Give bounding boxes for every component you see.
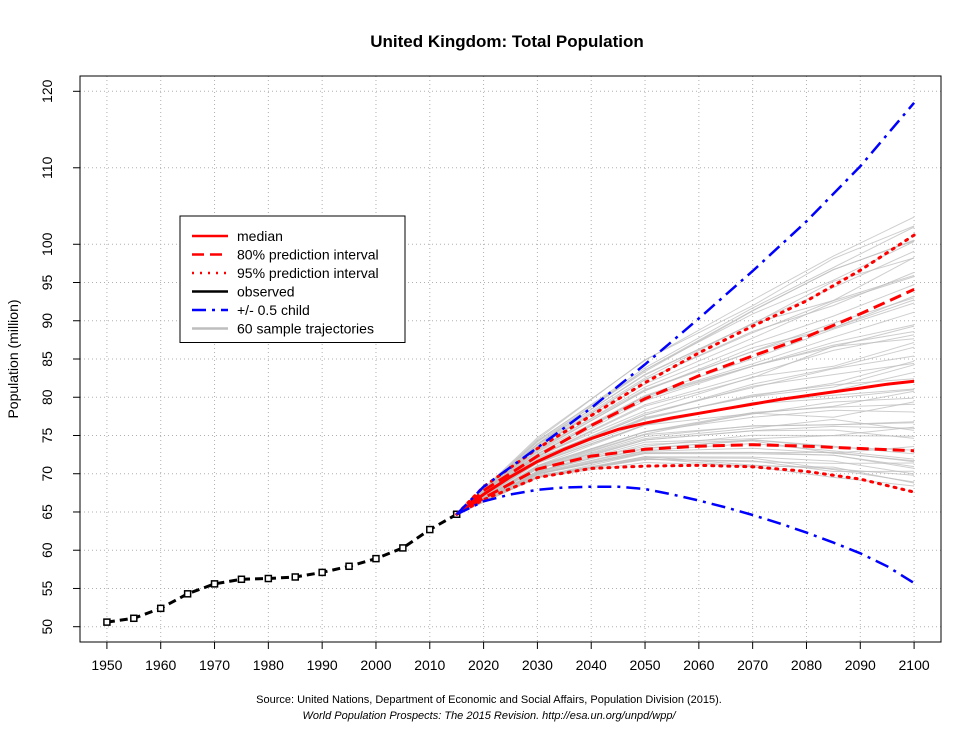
- observed-point: [426, 525, 434, 534]
- series-0-5-child-lower: [456, 485, 915, 585]
- observed-point: [103, 618, 111, 626]
- x-tick-label: 2020: [468, 657, 499, 673]
- sample-trajectory: [456, 364, 915, 515]
- sample-trajectory: [456, 324, 915, 515]
- sample-trajectory: [456, 311, 915, 515]
- observed-point: [345, 562, 353, 571]
- observed-point: [210, 580, 219, 588]
- legend-label-80-prediction-interval: 80% prediction interval: [237, 247, 379, 263]
- y-axis-label: Population (million): [5, 299, 21, 418]
- y-tick-label: 80: [39, 389, 55, 405]
- y-tick-label: 100: [39, 232, 55, 256]
- legend: median 80% prediction interval 95% predict…: [179, 215, 406, 343]
- observed-point: [318, 568, 326, 577]
- sample-trajectory: [456, 338, 915, 515]
- x-tick-label: 2050: [629, 657, 660, 673]
- sample-trajectory: [456, 346, 915, 515]
- sample-trajectory: [456, 390, 915, 515]
- x-tick-label: 2100: [899, 657, 930, 673]
- legend-label-observed: observed: [237, 284, 295, 300]
- x-axis: 1950 1960 1970 1980 1990 2000 2010 2020 2030 2040…: [91, 642, 930, 673]
- y-tick-label: 90: [39, 313, 55, 329]
- y-tick-label: 110: [39, 156, 55, 179]
- grid: [80, 76, 941, 642]
- x-tick-label: 1970: [199, 657, 230, 673]
- y-tick-label: 50: [39, 619, 55, 635]
- x-tick-label: 2070: [737, 657, 768, 673]
- x-tick-label: 2090: [845, 657, 876, 673]
- legend-label-0-5-child: +/- 0.5 child: [237, 302, 310, 318]
- series-80-prediction-interval-upper: [455, 288, 915, 516]
- x-tick-label: 2000: [360, 657, 391, 673]
- observed-point: [291, 573, 299, 581]
- y-tick-label: 55: [39, 580, 55, 596]
- sample-trajectory: [456, 331, 915, 515]
- legend-label-60-sample-trajectories: 60 sample trajectories: [237, 321, 374, 337]
- x-tick-label: 2010: [414, 657, 445, 673]
- observed-point: [183, 590, 192, 598]
- x-tick-label: 1980: [253, 657, 284, 673]
- sample-trajectory: [456, 295, 915, 515]
- x-tick-label: 1950: [91, 657, 122, 673]
- legend-label-median: median: [237, 228, 283, 244]
- sample-trajectory: [456, 342, 915, 515]
- sample-trajectory: [456, 216, 915, 515]
- series-lines: [103, 101, 916, 626]
- x-tick-label: 2030: [522, 657, 553, 673]
- sample-trajectory: [456, 284, 915, 515]
- chart-title: United Kingdom: Total Population: [370, 32, 644, 51]
- plot-frame: [79, 75, 942, 643]
- source-line-2: World Population Prospects: The 2015 Rev…: [303, 710, 677, 722]
- observed-point: [156, 604, 165, 613]
- y-axis: 50 55 60 65 70 75 80 85 90 95 100 110 120: [39, 79, 80, 634]
- y-tick-label: 65: [39, 504, 55, 520]
- series-80-prediction-interval-lower: [455, 443, 915, 516]
- y-tick-label: 95: [39, 275, 55, 291]
- observed-point: [130, 614, 138, 623]
- observed-point: [264, 574, 273, 583]
- observed-point: [237, 575, 246, 584]
- x-tick-label: 2060: [683, 657, 714, 673]
- y-tick-label: 120: [39, 79, 55, 103]
- x-tick-label: 1990: [307, 657, 338, 673]
- y-tick-label: 75: [39, 427, 55, 443]
- sample-trajectory: [456, 226, 915, 515]
- y-tick-label: 85: [39, 351, 55, 367]
- observed-point: [372, 554, 380, 563]
- observed-point: [399, 544, 407, 552]
- source-line-1: Source: United Nations, Department of Ec…: [256, 694, 722, 706]
- y-tick-label: 70: [39, 466, 55, 482]
- x-tick-label: 2080: [791, 657, 822, 673]
- sample-trajectory: [456, 458, 915, 515]
- series-observed: [106, 512, 458, 624]
- series-95-prediction-interval-lower: [455, 463, 916, 516]
- y-tick-label: 60: [39, 542, 55, 558]
- series-median: [455, 379, 915, 516]
- series-0-5-child-upper: [455, 101, 916, 516]
- sample-trajectory: [456, 225, 915, 515]
- legend-label-95-prediction-interval: 95% prediction interval: [237, 265, 379, 281]
- x-tick-label: 1960: [145, 657, 176, 673]
- sample-trajectory: [456, 241, 915, 515]
- x-tick-label: 2040: [576, 657, 607, 673]
